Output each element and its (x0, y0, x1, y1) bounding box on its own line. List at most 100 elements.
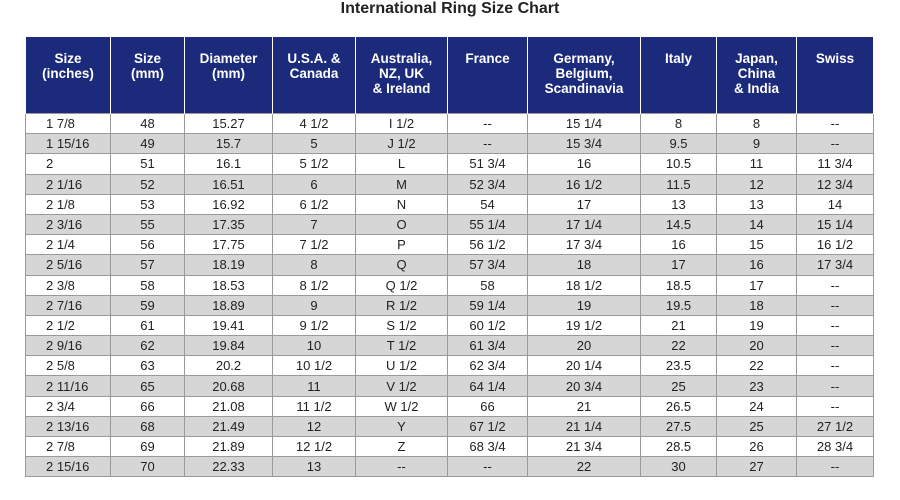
table-row: 2 1/4 56 17.75 7 1/2 P 56 1/2 17 3/4 16 15 16 1/2 (25, 234, 874, 256)
table-cell: Y (355, 415, 448, 438)
table-cell: 21 (527, 395, 641, 417)
table-cell: 21 (640, 314, 717, 337)
ring-size-table: Size (inches) Size (mm) Diameter (mm) U.S.A… (25, 37, 874, 478)
table-cell: 67 1/2 (447, 415, 528, 438)
table-row: 2 3/16 55 17.35 7 O 55 1/4 17 1/4 14.5 14 15 1/4 (25, 213, 874, 236)
table-cell: 27.5 (640, 415, 717, 438)
table-cell: 56 1/2 (447, 234, 528, 256)
table-cell: -- (796, 395, 874, 417)
table-cell: 65 (110, 375, 185, 397)
table-cell: 16.1 (184, 153, 273, 175)
table-cell: 15 (716, 234, 797, 256)
table-cell: 28.5 (640, 435, 717, 458)
table-cell: 27 (716, 456, 797, 478)
table-cell: 17.35 (184, 213, 273, 236)
table-body: 1 7/8 48 15.27 4 1/2 I 1/2 -- 15 1/4 8 8 -- 1 15/1… (25, 112, 874, 478)
table-cell: 9 1/2 (272, 314, 356, 337)
table-cell: 66 (110, 395, 185, 417)
column-header: Swiss (796, 37, 874, 114)
table-cell: 20.2 (184, 355, 273, 377)
table-row: 2 3/8 58 18.53 8 1/2 Q 1/2 58 18 1/2 18.5 17 -- (25, 274, 874, 296)
table-cell: 19.41 (184, 314, 273, 337)
table-cell: 17 (640, 254, 717, 276)
table-cell: 20 (527, 335, 641, 357)
table-cell: 17 (716, 274, 797, 296)
table-cell: 2 5/16 (25, 254, 111, 276)
table-cell: 11 1/2 (272, 395, 356, 417)
table-cell: 52 3/4 (447, 173, 528, 195)
table-cell: 13 (640, 193, 717, 215)
table-cell: 14.5 (640, 213, 717, 236)
table-cell: 20 (716, 335, 797, 357)
table-cell: 18 (716, 294, 797, 316)
table-cell: 16.92 (184, 193, 273, 215)
table-cell: 9.5 (640, 133, 717, 155)
table-cell: 2 9/16 (25, 335, 111, 357)
table-row: 2 7/16 59 18.89 9 R 1/2 59 1/4 19 19.5 18 -- (25, 294, 874, 316)
table-cell: 5 1/2 (272, 153, 356, 175)
table-cell: 10 (272, 335, 356, 357)
table-cell: 30 (640, 456, 717, 478)
table-cell: 16 (640, 234, 717, 256)
table-cell: 57 3/4 (447, 254, 528, 276)
table-cell: 17 (527, 193, 641, 215)
column-header: Germany, Belgium, Scandinavia (527, 37, 641, 114)
table-cell: 28 3/4 (796, 435, 874, 458)
table-cell: 18.89 (184, 294, 273, 316)
table-cell: 18.53 (184, 274, 273, 296)
table-row: 2 7/8 69 21.89 12 1/2 Z 68 3/4 21 3/4 28.5 26 28 … (25, 435, 874, 458)
table-cell: 5 (272, 133, 356, 155)
table-cell: Z (355, 435, 448, 458)
table-cell: 59 1/4 (447, 294, 528, 316)
table-row: 2 3/4 66 21.08 11 1/2 W 1/2 66 21 26.5 24 -- (25, 395, 874, 417)
table-cell: -- (796, 294, 874, 316)
table-cell: 16 (527, 153, 641, 175)
table-cell: 27 1/2 (796, 415, 874, 438)
chart-title: International Ring Size Chart (340, 0, 560, 17)
table-cell: 23 (716, 375, 797, 397)
table-cell: 6 (272, 173, 356, 195)
table-cell: 21 1/4 (527, 415, 641, 438)
table-cell: -- (447, 133, 528, 155)
table-cell: 22.33 (184, 456, 273, 478)
table-cell: 8 1/2 (272, 274, 356, 296)
table-cell: 20 3/4 (527, 375, 641, 397)
table-cell: V 1/2 (355, 375, 448, 397)
header-row: Size (inches) Size (mm) Diameter (mm) U.S.A… (25, 37, 874, 114)
table-cell: Q (355, 254, 448, 276)
table-cell: -- (796, 133, 874, 155)
table-cell: -- (447, 456, 528, 478)
table-row: 2 15/16 70 22.33 13 -- -- 22 30 27 -- (25, 456, 874, 478)
table-cell: 63 (110, 355, 185, 377)
table-cell: 1 7/8 (25, 112, 111, 135)
table-cell: 2 1/4 (25, 234, 111, 256)
table-cell: 19.84 (184, 335, 273, 357)
table-cell: 12 1/2 (272, 435, 356, 458)
table-cell: 17 1/4 (527, 213, 641, 236)
table-cell: 2 (25, 153, 111, 175)
table-cell: 2 1/8 (25, 193, 111, 215)
table-cell: 1 15/16 (25, 133, 111, 155)
table-cell: U 1/2 (355, 355, 448, 377)
table-cell: 21 3/4 (527, 435, 641, 458)
table-cell: -- (796, 456, 874, 478)
table-cell: 19 (716, 314, 797, 337)
table-cell: 70 (110, 456, 185, 478)
table-cell: 8 (716, 112, 797, 135)
table-cell: 2 3/16 (25, 213, 111, 236)
table-cell: 56 (110, 234, 185, 256)
table-cell: 21.89 (184, 435, 273, 458)
table-cell: 57 (110, 254, 185, 276)
table-cell: 62 (110, 335, 185, 357)
table-cell: 2 7/16 (25, 294, 111, 316)
table-cell: M (355, 173, 448, 195)
table-cell: 18 1/2 (527, 274, 641, 296)
table-cell: 18.19 (184, 254, 273, 276)
table-cell: J 1/2 (355, 133, 448, 155)
table-cell: 10 1/2 (272, 355, 356, 377)
column-header: Diameter (mm) (184, 37, 273, 114)
column-header: Japan, China & India (716, 37, 797, 114)
column-header: U.S.A. & Canada (272, 37, 356, 114)
table-cell: 15 1/4 (527, 112, 641, 135)
